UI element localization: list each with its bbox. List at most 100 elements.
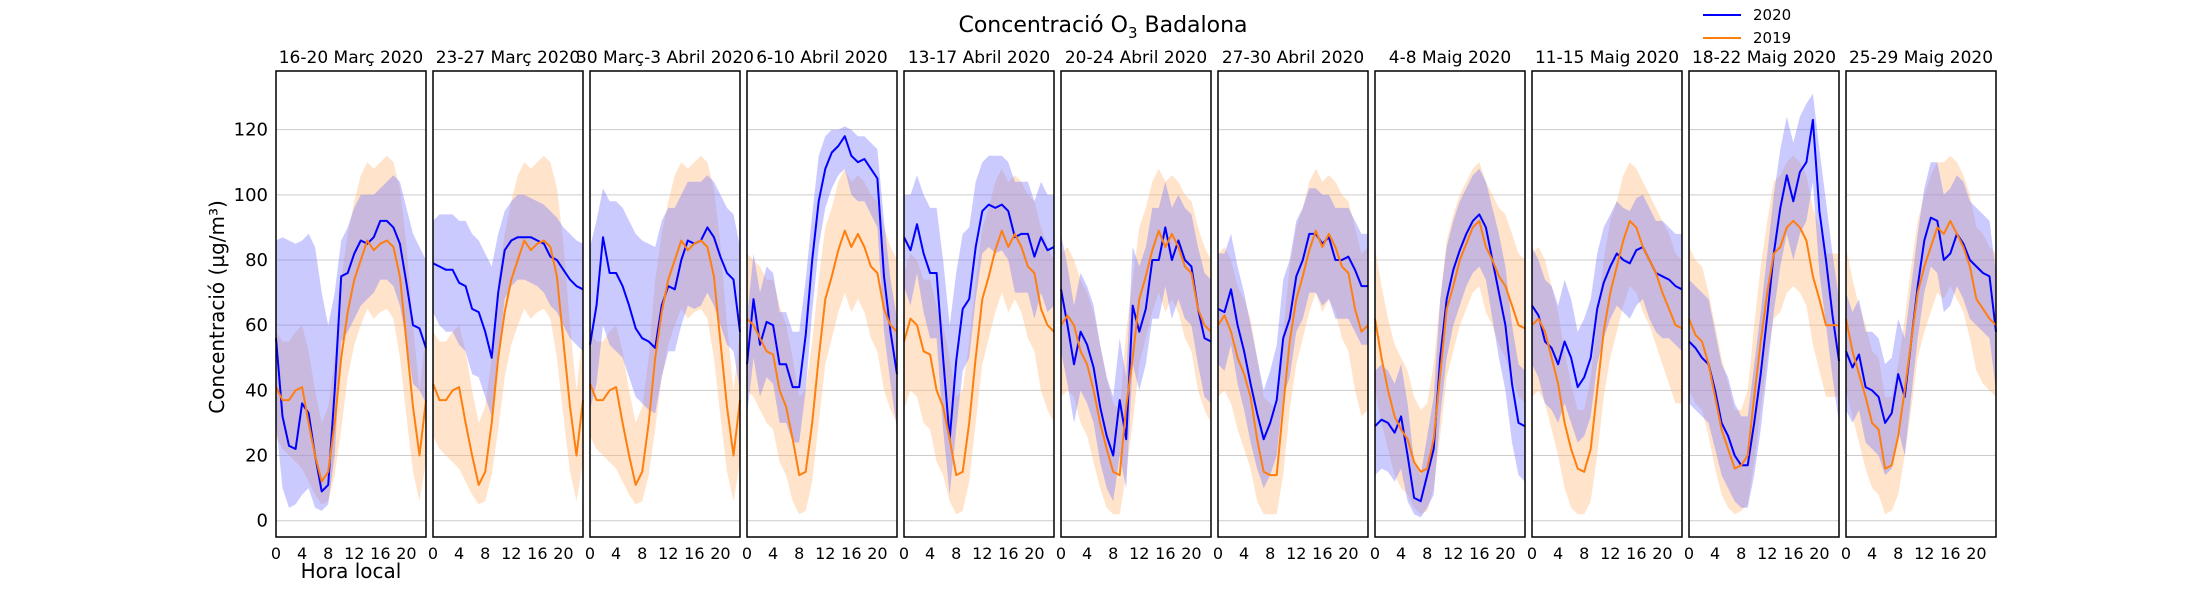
x-tick-label: 12 (1443, 544, 1463, 563)
band-2019 (904, 168, 1054, 515)
x-tick-label: 4 (925, 544, 935, 563)
series-2019-line (746, 229, 898, 477)
panel: 25-29 Maig 2020 0 4 8 12 16 20 (1841, 48, 1997, 563)
x-tick-label: 4 (768, 544, 778, 563)
series-2020-line (1688, 118, 1840, 467)
y-tick-label: 60 (245, 315, 268, 336)
x-tick-label: 12 (1129, 544, 1149, 563)
x-tick-label: 12 (1600, 544, 1620, 563)
x-tick-label: 12 (1286, 544, 1306, 563)
x-tick-label: 8 (1108, 544, 1118, 563)
x-tick-label: 8 (1893, 544, 1903, 563)
panel-title: 27-30 Abril 2020 (1222, 48, 1364, 68)
x-tick-label: 0 (1213, 544, 1223, 563)
x-tick-label: 20 (867, 544, 887, 563)
series-2020-line (432, 236, 584, 359)
x-tick-label: 4 (1867, 544, 1877, 563)
band-2020 (1375, 168, 1525, 518)
x-tick-label: 20 (1181, 544, 1201, 563)
panel-frame (1531, 70, 1683, 538)
x-tick-label: 16 (370, 544, 390, 563)
x-tick-label: 4 (611, 544, 621, 563)
x-tick-label: 16 (1155, 544, 1175, 563)
x-tick-label: 16 (841, 544, 861, 563)
series-2019-line (432, 239, 584, 486)
x-tick-label: 8 (1579, 544, 1589, 563)
y-tick-label: 100 (234, 185, 268, 206)
x-tick-label: 12 (658, 544, 678, 563)
x-tick-label: 4 (454, 544, 464, 563)
x-tick-label: 0 (1527, 544, 1537, 563)
x-tick-label: 8 (637, 544, 647, 563)
x-tick-label: 20 (553, 544, 573, 563)
panel: 20-24 Abril 2020 0 4 8 12 16 20 (1056, 48, 1212, 563)
x-tick-label: 0 (271, 544, 281, 563)
x-tick-label: 16 (684, 544, 704, 563)
series-2020-line (746, 135, 898, 389)
x-tick-label: 4 (1553, 544, 1563, 563)
series-2020-line (1845, 216, 1997, 424)
band-2020 (433, 194, 583, 417)
x-tick-label: 4 (1239, 544, 1249, 563)
series-2019-line (589, 239, 741, 486)
x-tick-label: 20 (1495, 544, 1515, 563)
panel-title: 20-24 Abril 2020 (1065, 48, 1207, 68)
x-tick-label: 8 (951, 544, 961, 563)
band-2020 (1689, 93, 1839, 508)
panel-frame (589, 70, 741, 538)
panel-title: 4-8 Maig 2020 (1389, 48, 1511, 68)
panel-title: 13-17 Abril 2020 (908, 48, 1050, 68)
panel-frame (432, 70, 584, 538)
x-tick-label: 20 (1809, 544, 1829, 563)
panel-frame (1845, 70, 1997, 538)
x-tick-label: 12 (344, 544, 364, 563)
x-tick-label: 8 (1265, 544, 1275, 563)
panel: 30 Març-3 Abril 2020 0 4 8 12 16 20 (576, 48, 754, 563)
x-tick-label: 4 (1710, 544, 1720, 563)
panel-title: 18-22 Maig 2020 (1692, 48, 1836, 68)
panel-frame (275, 70, 427, 538)
x-tick-label: 12 (972, 544, 992, 563)
band-2019 (1689, 155, 1839, 515)
series-2019-line (1688, 219, 1839, 470)
x-tick-label: 16 (1312, 544, 1332, 563)
y-tick-label: 40 (245, 380, 268, 401)
panel: 13-17 Abril 2020 0 4 8 12 16 20 (899, 48, 1055, 563)
series-2019-line (1217, 229, 1369, 477)
legend-label-2020: 2020 (1753, 6, 1791, 24)
band-2019 (1846, 155, 1996, 515)
x-tick-label: 0 (742, 544, 752, 563)
panel-title: 23-27 Març 2020 (436, 48, 581, 68)
panel: 11-15 Maig 2020 0 4 8 12 16 20 (1527, 48, 1683, 563)
x-tick-label: 16 (1626, 544, 1646, 563)
panel-frame (903, 70, 1055, 538)
band-2020 (276, 175, 426, 511)
x-tick-label: 20 (710, 544, 730, 563)
panel: 4-8 Maig 2020 0 4 8 12 16 20 (1370, 48, 1526, 563)
x-axis-label: Hora local (301, 559, 402, 583)
x-tick-label: 12 (815, 544, 835, 563)
y-tick-label: 20 (245, 446, 268, 467)
panel-frame (1217, 70, 1369, 538)
series-2020-line (1374, 213, 1526, 503)
x-tick-label: 0 (899, 544, 909, 563)
chart-title: Concentració O3 Badalona (958, 13, 1247, 42)
band-2020 (1061, 181, 1211, 502)
x-tick-label: 12 (501, 544, 521, 563)
x-tick-label: 16 (527, 544, 547, 563)
x-tick-label: 12 (1757, 544, 1777, 563)
legend: 2020 2019 (1703, 6, 1791, 47)
legend-label-2019: 2019 (1753, 29, 1791, 47)
y-tick-label: 120 (234, 120, 268, 141)
panel-frame (1060, 70, 1212, 538)
series-2020-line (1060, 226, 1212, 457)
x-tick-label: 16 (1940, 544, 1960, 563)
series-2019-line (1845, 219, 1997, 470)
x-tick-label: 0 (1056, 544, 1066, 563)
x-tick-label: 0 (1370, 544, 1380, 563)
panel-title: 30 Març-3 Abril 2020 (576, 48, 754, 68)
x-tick-label: 16 (1783, 544, 1803, 563)
x-tick-label: 8 (1736, 544, 1746, 563)
x-tick-label: 8 (323, 544, 333, 563)
